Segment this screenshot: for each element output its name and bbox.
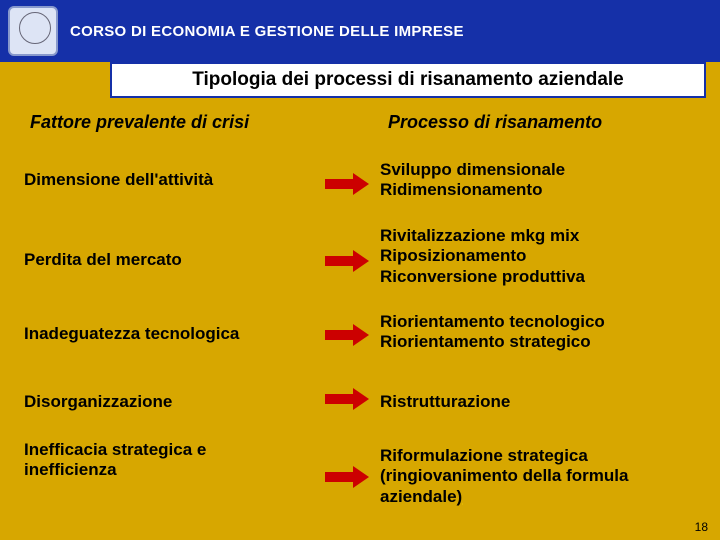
column-header-right: Processo di risanamento — [388, 112, 628, 133]
factor-2: Perdita del mercato — [24, 250, 294, 270]
process-1: Sviluppo dimensionale Ridimensionamento — [380, 160, 700, 201]
process-4: Ristrutturazione — [380, 392, 700, 412]
university-seal — [8, 6, 58, 56]
arrow-icon — [325, 388, 369, 410]
process-3: Riorientamento tecnologico Riorientament… — [380, 312, 720, 353]
process-5: Riformulazione strategica (ringiovanimen… — [380, 446, 710, 507]
factor-1: Dimensione dell'attività — [24, 170, 294, 190]
slide-title: Tipologia dei processi di risanamento az… — [110, 62, 706, 98]
factor-5: Inefficacia strategica e inefficienza — [24, 440, 284, 481]
arrow-icon — [325, 173, 369, 195]
header-bar: CORSO DI ECONOMIA E GESTIONE DELLE IMPRE… — [0, 0, 720, 62]
arrow-icon — [325, 466, 369, 488]
arrow-icon — [325, 250, 369, 272]
arrow-icon — [325, 324, 369, 346]
content-area: Fattore prevalente di crisi Processo di … — [20, 108, 710, 540]
factor-4: Disorganizzazione — [24, 392, 294, 412]
page-number: 18 — [695, 520, 708, 534]
column-header-left: Fattore prevalente di crisi — [30, 112, 270, 133]
process-2: Rivitalizzazione mkg mix Riposizionament… — [380, 226, 710, 287]
course-title: CORSO DI ECONOMIA E GESTIONE DELLE IMPRE… — [70, 23, 464, 40]
factor-3: Inadeguatezza tecnologica — [24, 324, 314, 344]
